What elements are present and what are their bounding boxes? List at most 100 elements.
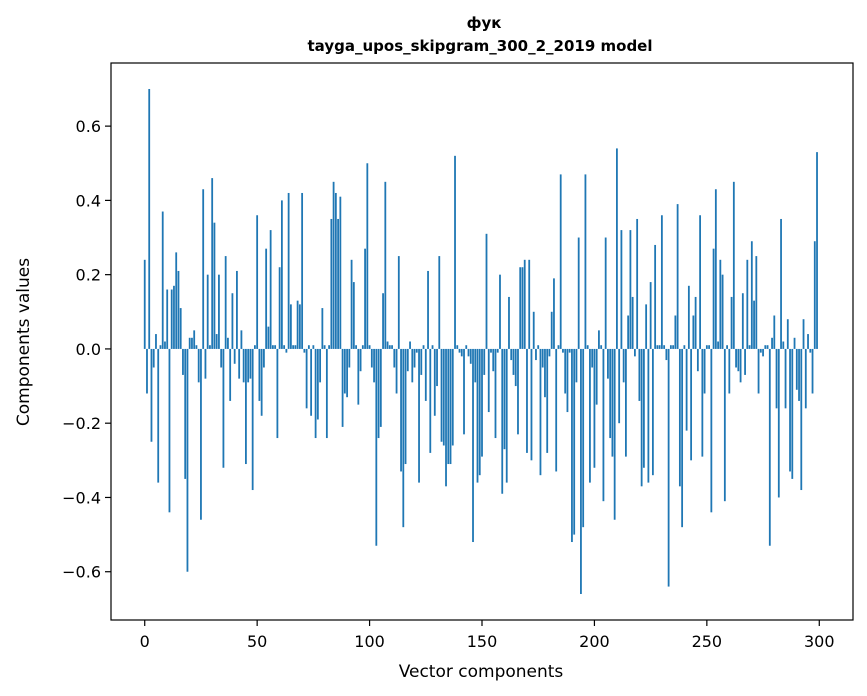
- bar: [440, 348, 443, 442]
- bar: [263, 348, 265, 368]
- x-tick-label: 100: [354, 632, 385, 651]
- bar: [744, 348, 746, 375]
- bar: [325, 348, 328, 439]
- bar: [784, 348, 787, 409]
- bar: [595, 348, 598, 405]
- bar: [676, 204, 679, 349]
- bar: [501, 348, 504, 494]
- bar: [184, 348, 187, 479]
- bar: [580, 348, 582, 595]
- bar: [395, 348, 398, 394]
- bars-group: [143, 88, 818, 595]
- bar: [730, 296, 733, 349]
- bar: [303, 348, 306, 353]
- bar: [373, 348, 375, 383]
- bar: [766, 345, 769, 349]
- bar: [328, 345, 330, 349]
- bar: [712, 248, 715, 349]
- bar: [793, 337, 796, 349]
- bar: [550, 311, 553, 349]
- chart-title: фук: [467, 14, 502, 32]
- bar: [442, 348, 445, 446]
- bar: [811, 348, 814, 394]
- bar: [472, 348, 474, 543]
- bar: [555, 348, 558, 472]
- bar: [289, 304, 292, 349]
- bar: [413, 348, 416, 368]
- bar: [616, 148, 618, 349]
- bar: [755, 256, 758, 349]
- bar: [483, 348, 486, 375]
- bar: [166, 289, 169, 349]
- bar: [618, 348, 621, 424]
- bar: [759, 348, 762, 353]
- bar: [319, 348, 322, 383]
- bar: [692, 315, 695, 349]
- bar: [593, 348, 596, 468]
- bar: [807, 334, 809, 349]
- bar: [179, 308, 182, 349]
- bar: [296, 300, 299, 349]
- bar: [544, 348, 546, 398]
- bar: [312, 345, 315, 349]
- bar: [188, 337, 191, 349]
- bar: [348, 348, 351, 368]
- bar: [177, 270, 180, 349]
- bar: [245, 348, 247, 465]
- bar: [651, 348, 654, 476]
- bar: [667, 348, 670, 587]
- bar: [454, 155, 456, 349]
- bar: [786, 319, 789, 349]
- bar: [559, 174, 562, 349]
- bar: [739, 348, 742, 383]
- chart-subtitle: tayga_upos_skipgram_300_2_2019 model: [308, 37, 653, 55]
- bar: [771, 337, 773, 349]
- bar: [685, 348, 688, 431]
- bar: [182, 348, 184, 375]
- bar: [687, 285, 690, 349]
- bar: [254, 345, 256, 349]
- bar: [161, 211, 164, 349]
- bar: [186, 348, 189, 572]
- bar: [388, 345, 391, 349]
- bar: [301, 192, 304, 349]
- bar: [357, 348, 360, 405]
- bar: [798, 348, 800, 401]
- bar: [678, 348, 681, 487]
- bar: [321, 308, 324, 349]
- bar: [195, 345, 198, 349]
- bar: [816, 152, 818, 349]
- bar: [240, 330, 243, 349]
- bar: [451, 348, 454, 446]
- bar: [227, 337, 229, 349]
- bar: [762, 348, 764, 357]
- x-tick-label: 150: [467, 632, 498, 651]
- bar: [391, 345, 393, 349]
- bar: [359, 348, 362, 372]
- bar: [690, 348, 693, 461]
- bar: [422, 345, 425, 349]
- bar: [238, 348, 241, 379]
- bar: [802, 319, 805, 349]
- bar: [411, 348, 414, 383]
- bar: [191, 337, 193, 349]
- bar: [436, 348, 438, 387]
- bar: [496, 348, 499, 353]
- bar: [269, 230, 272, 349]
- bar: [748, 345, 751, 349]
- x-axis-label: Vector components: [399, 662, 564, 682]
- bar: [355, 345, 357, 349]
- bar: [589, 348, 591, 483]
- bar: [204, 348, 207, 379]
- bar: [206, 274, 209, 349]
- bar: [523, 259, 526, 349]
- bar: [418, 348, 420, 483]
- bar: [705, 345, 708, 349]
- bar: [409, 341, 411, 349]
- bar: [530, 348, 533, 461]
- bar: [474, 348, 477, 383]
- bar: [148, 88, 151, 349]
- bar: [512, 348, 515, 375]
- bar: [492, 348, 495, 372]
- bar: [215, 334, 218, 349]
